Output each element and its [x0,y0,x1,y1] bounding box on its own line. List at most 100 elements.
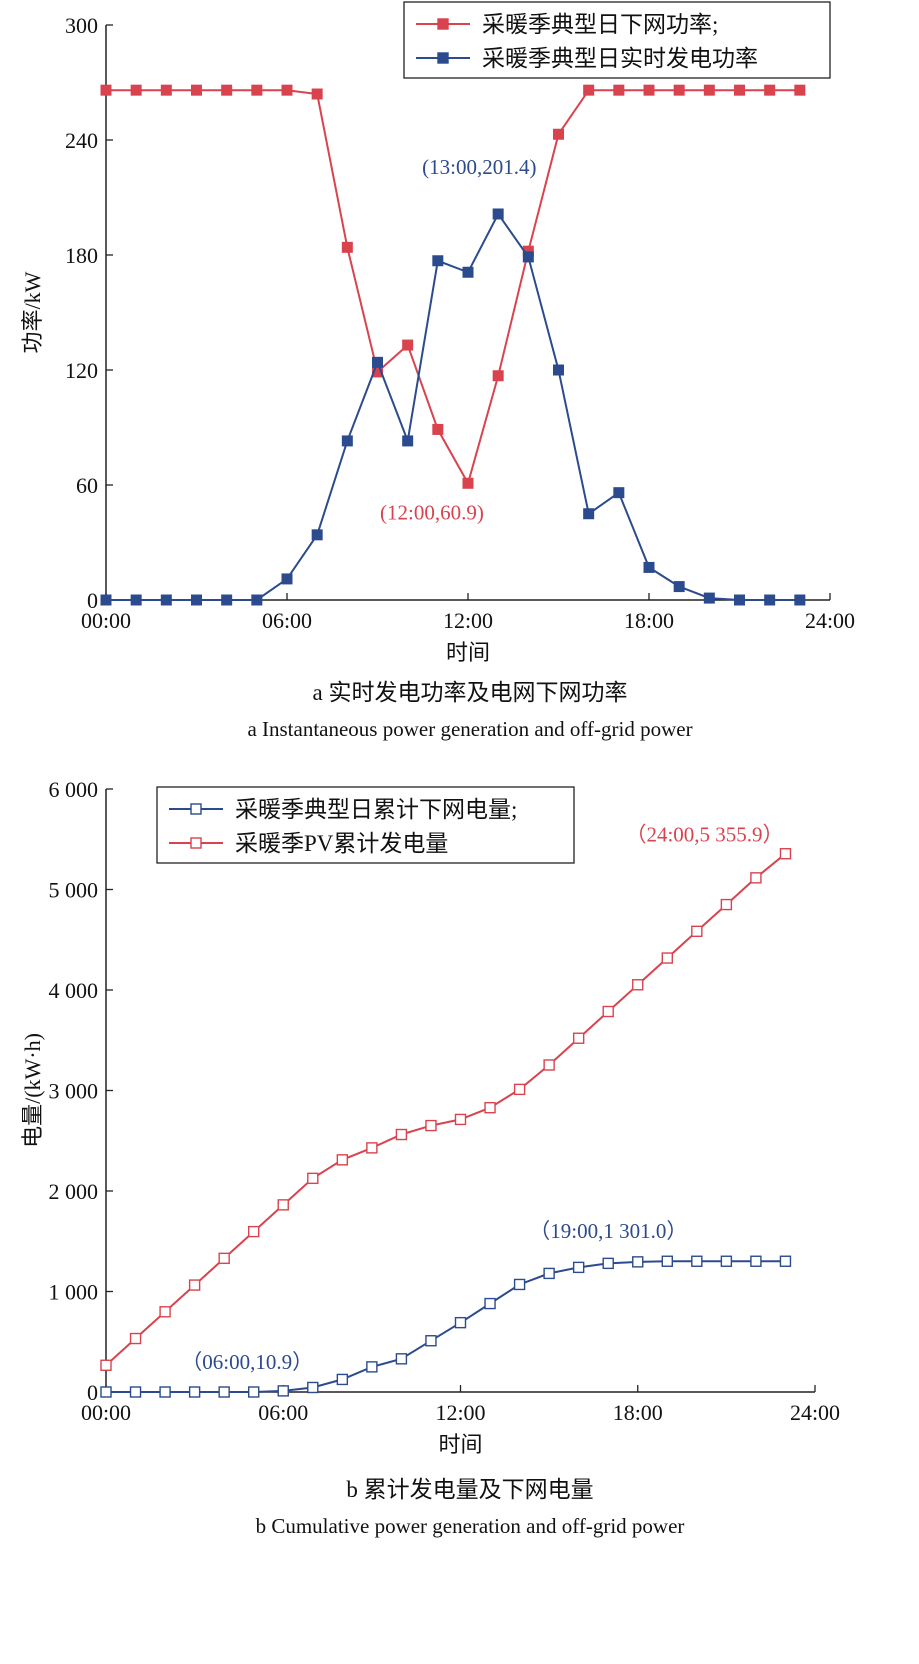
data-point [221,84,233,96]
data-point [191,84,202,96]
data-point [632,979,644,991]
data-point [248,1386,260,1398]
data-point [673,581,685,593]
data-point [661,1255,673,1267]
data-point [100,1359,112,1371]
series-line [106,89,800,486]
data-point [402,339,414,351]
data-point [673,84,685,96]
data-point [661,952,673,964]
data-point [543,1267,555,1280]
data-point [513,1278,526,1291]
y-tick-label: 0 [87,588,98,613]
data-point [553,364,564,376]
data-point [281,84,293,96]
data-point [583,84,595,96]
data-point [129,1332,142,1345]
data-point [484,1297,496,1310]
data-point [425,1335,437,1347]
data-point [341,241,353,253]
data-point [513,1083,526,1096]
legend-marker [190,837,202,849]
legend-label: 采暖季典型日下网功率; [482,12,718,37]
caption-english: a Instantaneous power generation and off… [247,717,692,741]
data-point [643,561,655,573]
data-point [572,1032,585,1044]
series-line [106,212,800,601]
data-point [311,88,323,100]
data-point [159,1386,171,1398]
data-point [100,594,112,606]
data-point [764,594,776,606]
x-tick-label: 18:00 [624,608,674,633]
data-point [720,1255,733,1267]
data-annotation: （24:00,5 355.9） [625,823,783,847]
x-axis-title: 时间 [446,640,490,665]
data-point [691,1255,703,1267]
x-tick-label: 06:00 [262,608,312,633]
data-point [613,84,625,96]
data-point [462,266,474,278]
data-point [307,1381,319,1394]
data-point [100,1386,112,1398]
data-annotation: （19:00,1 301.0） [529,1219,687,1243]
caption-chinese: a 实时发电功率及电网下网功率 [313,680,628,705]
data-point [277,1385,289,1397]
y-tick-label: 3 000 [49,1079,99,1104]
y-tick-label: 120 [65,358,98,383]
legend-marker [190,803,202,815]
data-point [703,592,715,604]
data-annotation: (12:00,60.9) [380,500,484,524]
data-point [191,594,202,606]
data-point [750,1255,762,1267]
data-point [307,1172,319,1185]
data-point [492,370,504,382]
data-point [402,435,414,447]
data-point [248,1225,260,1238]
y-tick-label: 5 000 [49,878,99,903]
y-tick-label: 4 000 [49,978,99,1003]
data-point [432,423,444,435]
y-tick-label: 300 [65,13,98,38]
y-tick-label: 60 [76,473,98,498]
series-blue [100,1255,792,1398]
x-tick-label: 06:00 [258,1400,308,1425]
data-point [462,477,474,489]
data-point [277,1199,289,1211]
x-tick-label: 24:00 [790,1400,840,1425]
data-point [130,594,142,606]
y-tick-label: 6 000 [49,777,99,802]
data-point [311,529,323,541]
data-point [336,1154,349,1166]
y-tick-label: 240 [65,128,98,153]
series-red [100,84,806,489]
x-tick-label: 00:00 [81,608,131,633]
data-annotation: (13:00,201.4) [422,155,536,179]
data-point [720,898,733,911]
data-point [251,594,263,606]
x-tick-label: 00:00 [81,1400,131,1425]
data-point [218,1252,230,1265]
legend-label: 采暖季典型日累计下网电量; [235,797,517,822]
data-point [734,84,745,96]
data-point [281,573,293,585]
data-point [372,356,383,368]
data-point [613,487,625,499]
data-point [366,1142,378,1154]
data-annotation: （06:00,10.9） [181,1350,313,1374]
data-point [632,1256,644,1268]
data-point [395,1128,408,1141]
data-point [750,872,762,884]
legend-marker [437,18,449,30]
x-tick-label: 12:00 [435,1400,485,1425]
data-point [764,84,776,96]
data-point [794,594,806,606]
data-point [160,84,172,96]
legend-label: 采暖季典型日实时发电功率 [482,46,758,71]
data-point [432,255,444,267]
legend-marker [437,52,449,64]
data-point [602,1257,614,1270]
data-point [336,1373,349,1386]
y-tick-label: 1 000 [49,1280,99,1305]
